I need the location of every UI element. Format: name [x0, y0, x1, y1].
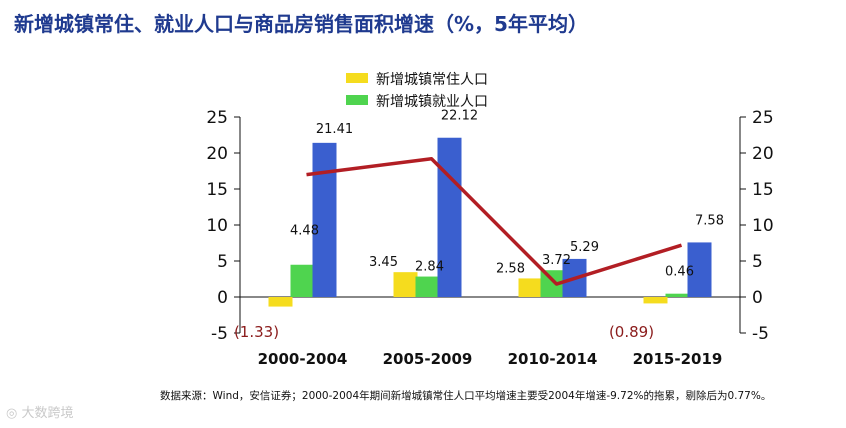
- data-labels: (1.33) 3.45 2.58 (0.89) 4.48 2.84 3.72 0.46 21.4…: [234, 109, 724, 341]
- trend-line: [306, 157, 683, 286]
- source-note: 数据来源：Wind，安信证券；2000-2004年期间新增城镇常住人口平均增速主…: [160, 390, 772, 402]
- data-label: 4.48: [290, 224, 319, 239]
- bar: [312, 142, 337, 297]
- data-label: (0.89): [609, 323, 654, 341]
- legend-swatch: [346, 73, 368, 83]
- y-tick-label-left: 20: [206, 144, 228, 164]
- y-tick-label-right: -5: [752, 324, 769, 344]
- legend-label: 新增城镇就业人口: [376, 94, 488, 110]
- data-label: 3.45: [369, 255, 398, 270]
- watermark-icon: ◎: [6, 406, 22, 421]
- watermark-text: 大数跨境: [21, 406, 74, 421]
- bar: [643, 297, 668, 304]
- y-tick-label-right: 5: [752, 252, 763, 272]
- legend-swatch: [346, 95, 368, 105]
- data-label: 3.72: [542, 253, 571, 268]
- y-tick-label-right: 10: [752, 216, 774, 236]
- bars: [268, 137, 712, 307]
- x-tick-label: 2005-2009: [383, 350, 473, 368]
- data-label: 2.58: [496, 261, 525, 276]
- bar: [687, 242, 712, 297]
- bar: [437, 137, 462, 297]
- y-tick-label-left: 5: [217, 252, 228, 272]
- y-tick-label-left: 25: [206, 108, 228, 128]
- y-tick-label-left: 0: [217, 288, 228, 308]
- y-tick-label-right: 0: [752, 288, 763, 308]
- x-tick-label: 2015-2019: [633, 350, 723, 368]
- bar: [290, 264, 315, 297]
- data-label: 0.46: [665, 265, 694, 280]
- chart-title: 新增城镇常住、就业人口与商品房销售面积增速（%，5年平均）: [14, 12, 588, 36]
- data-label: 5.29: [570, 240, 599, 255]
- y-tick-label-left: 15: [206, 180, 228, 200]
- x-tick-label: 2000-2004: [258, 350, 348, 368]
- data-label: 21.41: [316, 122, 353, 137]
- data-label: 7.58: [695, 213, 724, 228]
- bar: [393, 272, 418, 297]
- y-tick-label-right: 20: [752, 144, 774, 164]
- bar: [415, 276, 440, 297]
- watermark-logo: ◎ 大数跨境: [6, 402, 74, 421]
- x-tick-label: 2010-2014: [508, 350, 598, 368]
- y-tick-label-left: -5: [211, 324, 228, 344]
- bar: [518, 278, 543, 297]
- y-tick-label-left: 10: [206, 216, 228, 236]
- trend-line-path: [306, 157, 683, 286]
- legend-label: 新增城镇常住人口: [376, 72, 488, 88]
- y-tick-label-right: 25: [752, 108, 774, 128]
- bar: [268, 297, 293, 307]
- bar: [665, 293, 690, 297]
- data-label: 2.84: [415, 260, 444, 275]
- y-tick-label-right: 15: [752, 180, 774, 200]
- data-label: (1.33): [234, 323, 279, 341]
- data-label: 22.12: [441, 109, 478, 124]
